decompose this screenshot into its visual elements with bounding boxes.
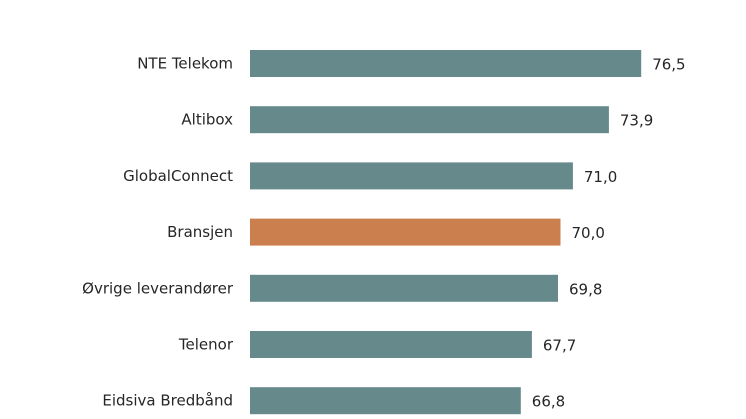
value-label-ovrige-leverandorer: 69,8: [569, 280, 602, 298]
bar-ovrige-leverandorer: [250, 274, 558, 302]
bar-bransjen: [250, 218, 561, 246]
bar-eidsiva-bredband: [250, 387, 521, 415]
category-label-nte-telekom: NTE Telekom: [137, 55, 233, 73]
category-labels-group: NTE Telekom Altibox GlobalConnect Bransjen Ø…: [82, 55, 234, 410]
bar-altibox: [250, 106, 609, 134]
value-label-globalconnect: 71,0: [584, 168, 617, 186]
value-label-telenor: 67,7: [543, 337, 576, 355]
bar-globalconnect: [250, 162, 573, 190]
value-label-eidsiva-bredband: 66,8: [532, 393, 565, 411]
category-label-ovrige-leverandorer: Øvrige leverandører: [82, 279, 234, 297]
bar-nte-telekom: [250, 50, 642, 77]
category-label-telenor: Telenor: [178, 336, 234, 354]
category-label-globalconnect: GlobalConnect: [123, 167, 233, 185]
bars-group: [250, 50, 642, 415]
value-label-nte-telekom: 76,5: [652, 56, 685, 74]
bar-telenor: [250, 331, 532, 358]
value-label-altibox: 73,9: [620, 112, 653, 130]
value-label-bransjen: 70,0: [572, 224, 605, 242]
category-label-eidsiva-bredband: Eidsiva Bredbånd: [102, 392, 233, 410]
category-label-altibox: Altibox: [181, 111, 233, 129]
value-labels-group: 76,5 73,9 71,0 70,0 69,8 67,7 66,8: [532, 56, 686, 411]
category-label-bransjen: Bransjen: [167, 223, 233, 241]
